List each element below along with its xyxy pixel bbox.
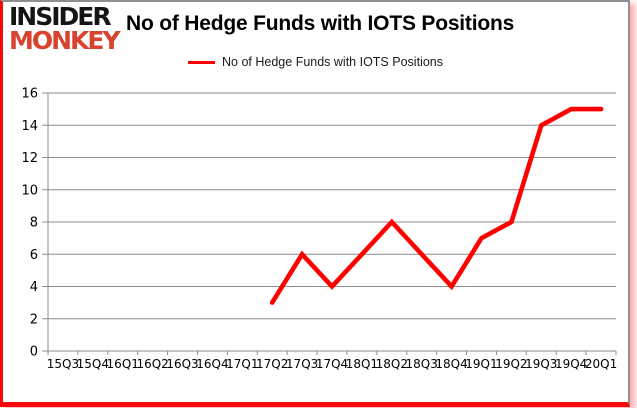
x-tick-label: 19Q2	[495, 357, 527, 371]
logo-text-monkey: MONKEY	[9, 25, 121, 55]
x-tick-label: 15Q3	[47, 357, 79, 371]
x-tick-label: 19Q3	[525, 357, 557, 371]
insider-monkey-logo: INSIDER MONKEY	[9, 2, 121, 55]
x-tick-label: 16Q4	[196, 357, 228, 371]
legend-label: No of Hedge Funds with IOTS Positions	[222, 55, 443, 69]
x-tick-label: 17Q1	[226, 357, 258, 371]
x-tick-label: 15Q4	[77, 357, 109, 371]
y-tick-label: 16	[21, 87, 38, 102]
x-tick-label: 17Q3	[286, 357, 318, 371]
chart-content: INSIDER MONKEY No of Hedge Funds with IO…	[3, 2, 628, 402]
x-tick-label: 19Q4	[555, 357, 587, 371]
x-tick-label: 19Q1	[465, 357, 497, 371]
y-tick-label: 6	[30, 248, 38, 263]
y-tick-label: 8	[30, 216, 38, 231]
y-tick-label: 14	[21, 119, 38, 134]
y-tick-label: 12	[21, 151, 38, 166]
y-tick-label: 10	[21, 183, 38, 198]
x-tick-label: 16Q3	[166, 357, 198, 371]
data-line-series	[269, 106, 604, 305]
x-tick-label: 17Q2	[256, 357, 288, 371]
x-tick-label: 16Q1	[107, 357, 139, 371]
x-tick-label: 18Q2	[376, 357, 408, 371]
logo-text-insider: INSIDER	[9, 2, 112, 31]
legend: No of Hedge Funds with IOTS Positions	[3, 55, 628, 69]
y-tick-label: 2	[30, 312, 38, 327]
line-chart-plot: 024681012141615Q315Q416Q116Q216Q316Q417Q…	[21, 87, 617, 372]
y-tick-label: 4	[30, 280, 38, 295]
x-tick-label: 20Q1	[585, 357, 617, 371]
x-tick-label: 18Q3	[406, 357, 438, 371]
chart-title: No of Hedge Funds with IOTS Positions	[126, 12, 515, 35]
x-tick-label: 16Q2	[136, 357, 168, 371]
y-tick-label: 0	[30, 345, 38, 360]
x-tick-label: 18Q4	[435, 357, 467, 371]
x-tick-label: 17Q4	[316, 357, 348, 371]
x-tick-label: 18Q1	[346, 357, 378, 371]
legend-line-marker	[188, 60, 216, 64]
